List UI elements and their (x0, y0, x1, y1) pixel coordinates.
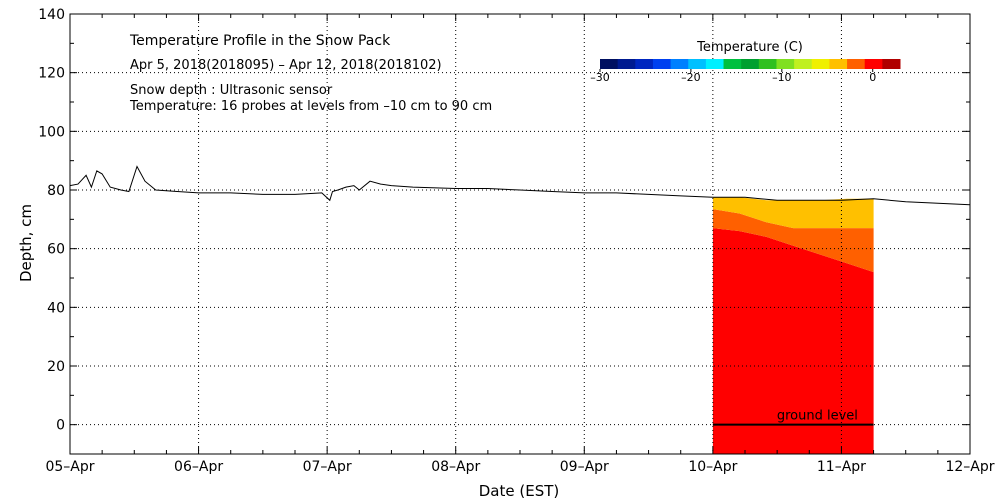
colorbar (599, 59, 901, 72)
x-axis-label: Date (EST) (479, 482, 560, 500)
note-temperature: Temperature: 16 probes at levels from –1… (129, 99, 492, 114)
colorbar-segment (670, 59, 689, 69)
colorbar-segment (617, 59, 636, 69)
temperature-band-0 (712, 228, 874, 454)
colorbar-segment (758, 59, 777, 69)
x-tick-label: 12–Apr (945, 459, 994, 475)
colorbar-tick-label: 0 (869, 71, 876, 84)
colorbar-segment (741, 59, 760, 69)
colorbar-segment (864, 59, 883, 69)
y-tick-label: 60 (47, 242, 65, 258)
chart-title: Temperature Profile in the Snow Pack (129, 33, 391, 49)
ground-level-label: ground level (777, 409, 858, 424)
chart-subtitle: Apr 5, 2018(2018095) – Apr 12, 2018(2018… (130, 58, 442, 73)
axis-ticks (69, 13, 971, 454)
y-tick-label: 40 (47, 300, 65, 316)
colorbar-segment (811, 59, 830, 69)
colorbar-tick-label: –10 (772, 71, 792, 84)
y-tick-label: 0 (56, 418, 65, 434)
y-tick-labels: 0 20 40 60 80 100 120 140 (38, 7, 65, 434)
y-tick-label: 20 (47, 359, 65, 375)
colorbar-segment (635, 59, 654, 69)
snow-depth-series (69, 165, 971, 206)
colorbar-segment (652, 59, 672, 69)
snow-depth-line (69, 165, 971, 206)
colorbar-tick-label: –30 (590, 71, 610, 84)
colorbar-title: Temperature (C) (696, 40, 803, 55)
colorbar-segment (688, 59, 707, 69)
colorbar-segment (882, 59, 901, 69)
colorbar-tick-labels: –30 –20 –10 0 (590, 71, 876, 84)
temperature-band-2 (712, 197, 874, 229)
y-tick-label: 140 (38, 7, 65, 23)
colorbar-segment (847, 59, 866, 69)
colorbar-segment (723, 59, 742, 69)
colorbar-tick-label: –20 (681, 71, 701, 84)
x-tick-label: 07–Apr (303, 459, 352, 475)
x-tick-label: 06–Apr (174, 459, 223, 475)
y-tick-label: 100 (38, 124, 65, 140)
colorbar-segment (829, 59, 848, 69)
colorbar-segment (705, 59, 725, 69)
colorbar-segment (600, 59, 619, 69)
x-tick-labels: 05–Apr 06–Apr 07–Apr 08–Apr 09–Apr 10–Apr 11–A… (45, 459, 994, 475)
x-tick-label: 05–Apr (45, 459, 94, 475)
colorbar-segment (776, 59, 795, 69)
x-tick-label: 09–Apr (560, 459, 609, 475)
y-axis-label: Depth, cm (17, 204, 35, 282)
x-tick-label: 11–Apr (817, 459, 866, 475)
temperature-band-1 (712, 209, 874, 273)
y-tick-label: 120 (38, 66, 65, 82)
x-tick-label: 08–Apr (431, 459, 480, 475)
x-tick-label: 10–Apr (688, 459, 737, 475)
colorbar-segment (794, 59, 813, 69)
note-snow-depth: Snow depth : Ultrasonic sensor (130, 83, 333, 98)
temperature-fill (712, 197, 874, 454)
y-tick-label: 80 (47, 183, 65, 199)
grid-lines (70, 13, 970, 454)
